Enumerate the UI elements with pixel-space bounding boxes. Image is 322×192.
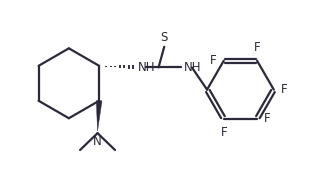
Text: F: F: [210, 54, 217, 67]
Text: F: F: [264, 112, 271, 125]
Text: F: F: [254, 41, 260, 54]
Text: NH: NH: [184, 61, 202, 74]
Text: NH: NH: [138, 61, 156, 74]
Text: F: F: [281, 83, 288, 96]
Polygon shape: [96, 101, 102, 131]
Text: F: F: [221, 126, 227, 138]
Text: S: S: [161, 31, 168, 44]
Text: N: N: [93, 135, 102, 148]
